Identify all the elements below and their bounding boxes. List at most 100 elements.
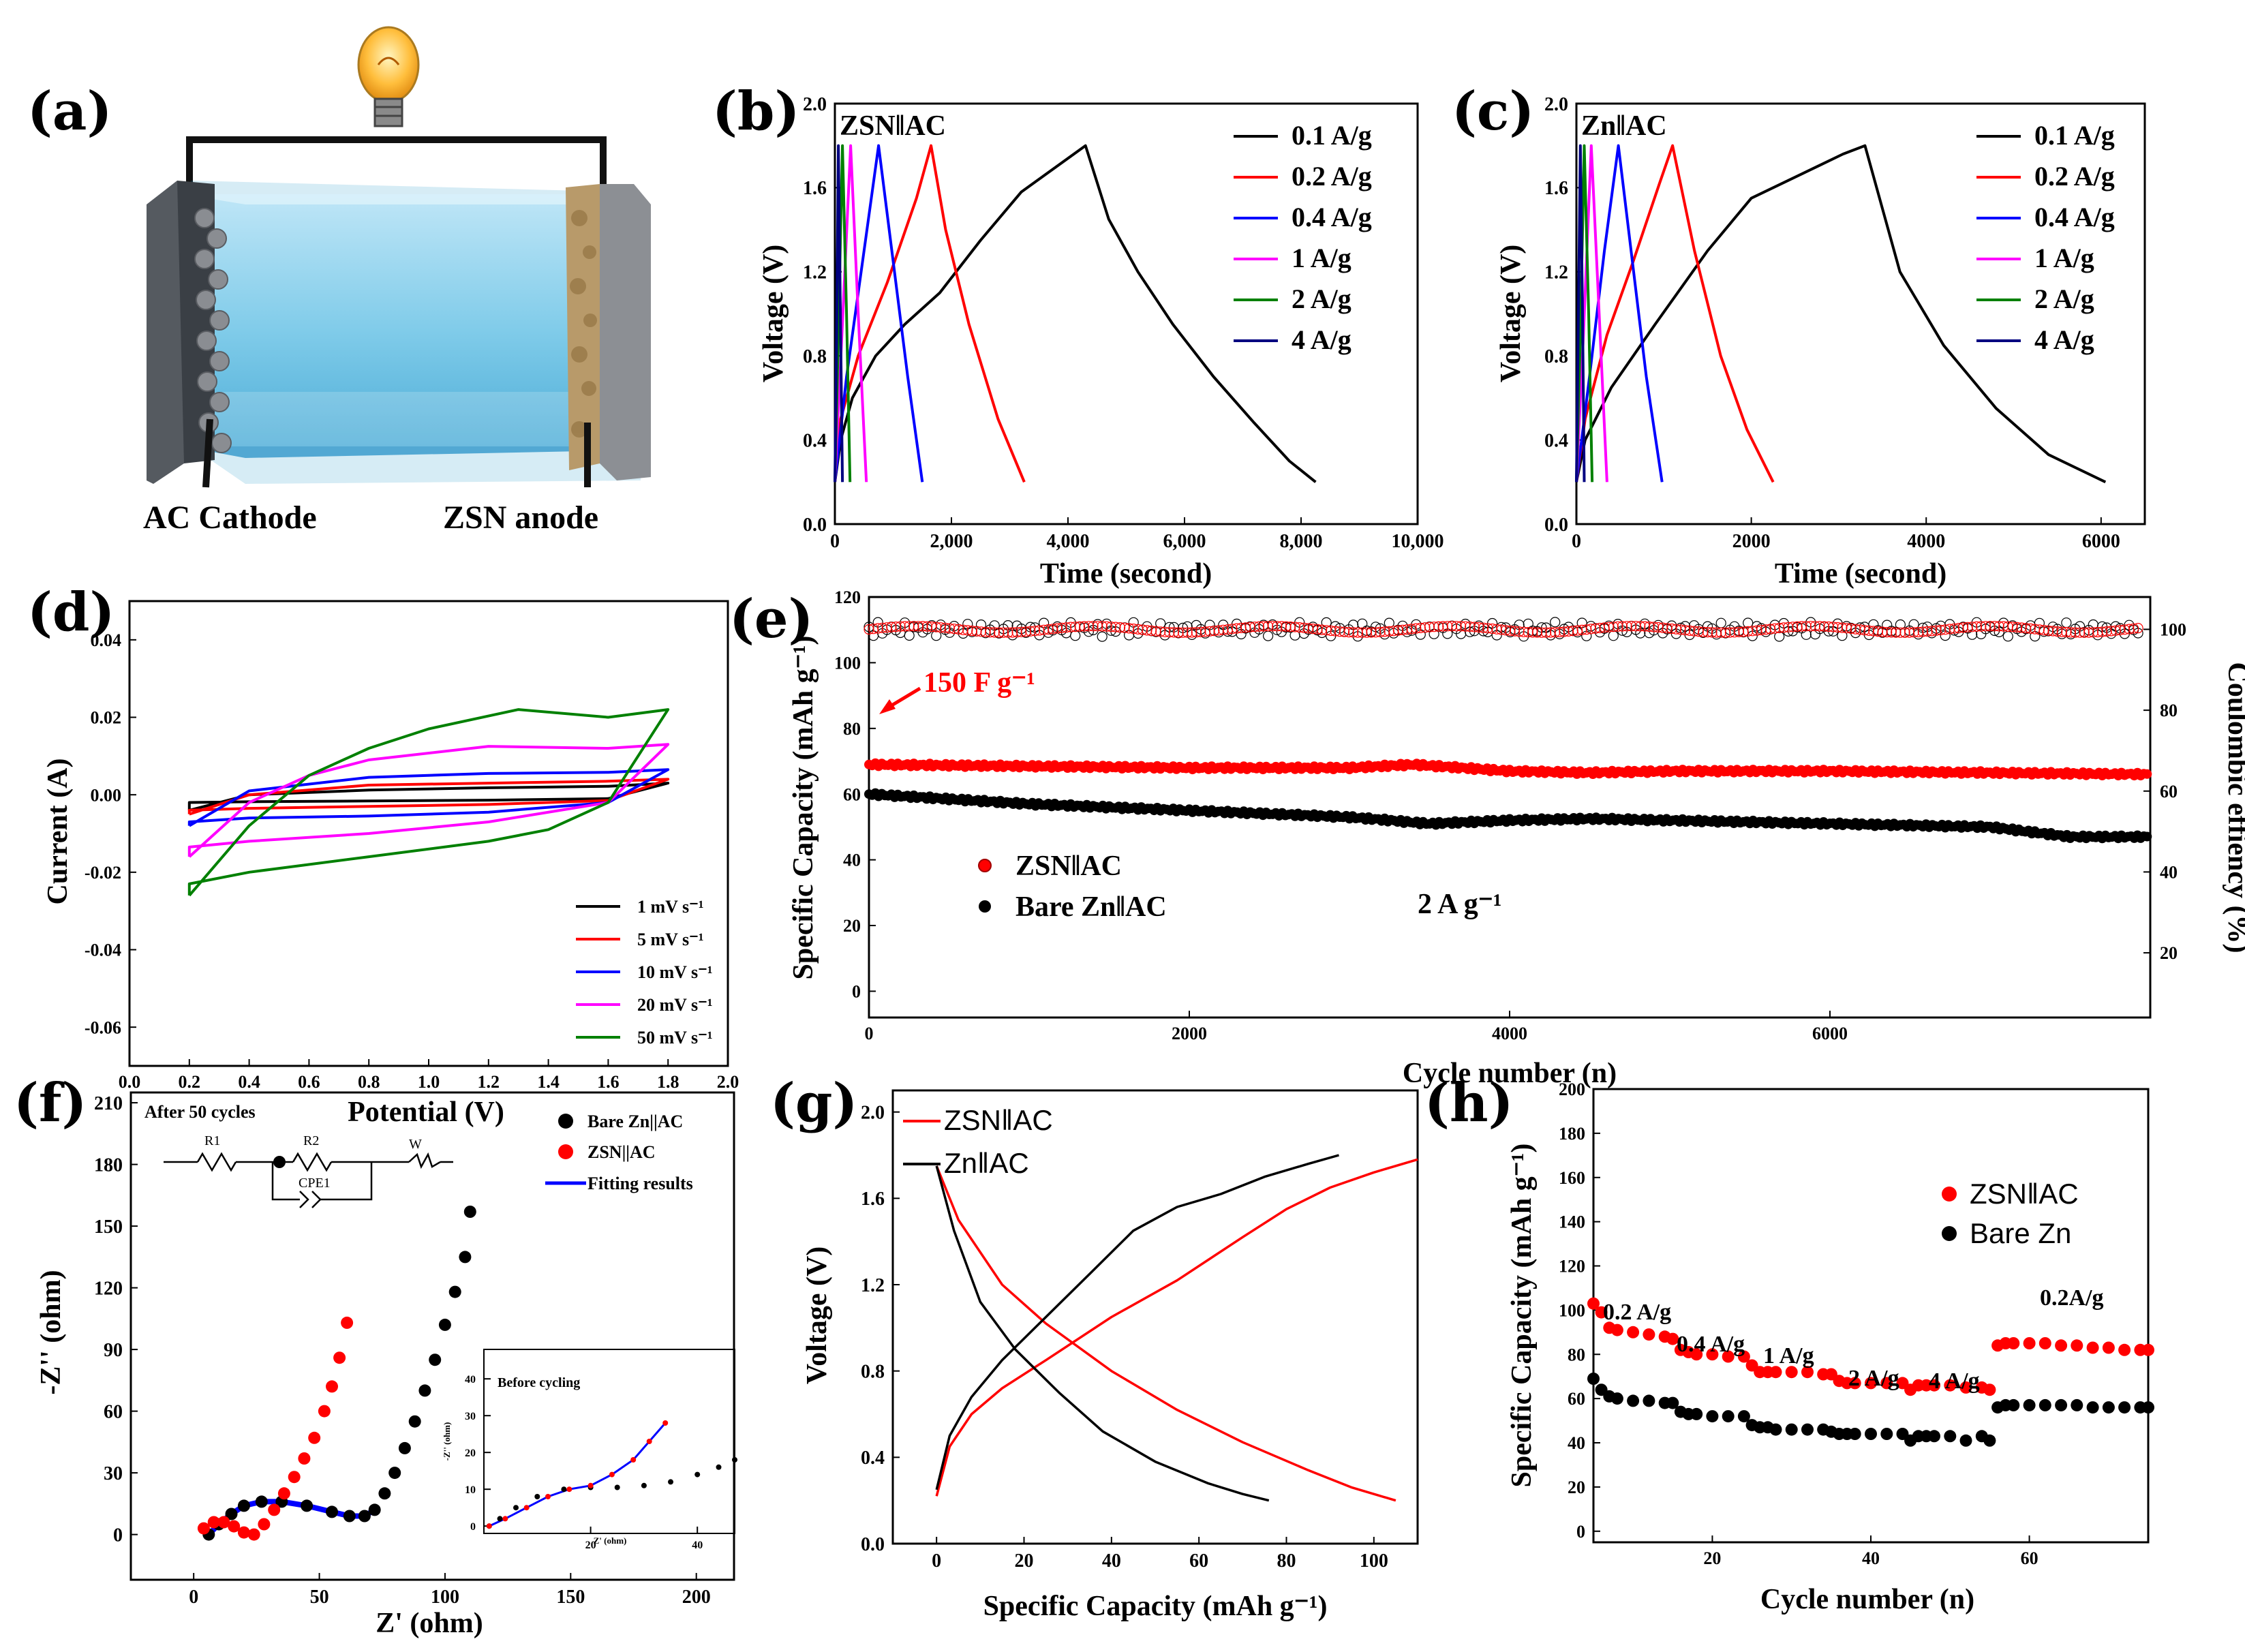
data-point xyxy=(418,1384,431,1397)
ce-point-zsn xyxy=(1016,626,1027,637)
ce-point-zsn xyxy=(1514,626,1525,637)
chart-d-xlabel: Potential (V) xyxy=(348,1097,504,1128)
y-tick-label: 0.0 xyxy=(1544,515,1568,536)
chart-h-legend-1: ZSN‖AC xyxy=(1970,1178,2079,1210)
y-tick-label: 90 xyxy=(104,1340,123,1361)
ce-point-zsn xyxy=(1478,622,1489,633)
ce-point-zsn xyxy=(1429,622,1439,632)
inset-fitting-line xyxy=(489,1422,667,1527)
ce-point-zsn xyxy=(1729,627,1740,638)
ce-point-zsn xyxy=(1814,621,1825,632)
ce-point-zsn xyxy=(1904,627,1915,638)
ce-point-zsn xyxy=(1281,621,1292,632)
data-point xyxy=(694,1471,701,1478)
ce-point-zsn xyxy=(1752,625,1762,636)
data-point xyxy=(2142,1343,2154,1356)
cathode-label: AC Cathode xyxy=(143,500,317,536)
ce-point-zsn xyxy=(1769,623,1780,634)
x-tick-label: 0 xyxy=(1572,531,1581,552)
panel-label-d: (d) xyxy=(27,581,114,643)
ce-point-zsn xyxy=(1841,623,1852,634)
x-tick-label: 2.0 xyxy=(717,1072,739,1092)
data-point xyxy=(614,1484,620,1490)
ce-point-zsn xyxy=(1707,627,1717,638)
ce-point-bare xyxy=(1801,629,1812,640)
data-point xyxy=(1785,1366,1798,1379)
data-point xyxy=(513,1505,519,1511)
ce-point-zsn xyxy=(1756,624,1767,636)
data-point xyxy=(1848,1377,1861,1390)
y-tick-label: 80 xyxy=(843,719,861,739)
ce-point-bare xyxy=(904,630,915,641)
data-point xyxy=(2023,1398,2036,1411)
chart-f-inset: 20 40 0 10 20 30 40 Before cycling Z' (ohm) -Z… xyxy=(442,1349,737,1551)
chart-f-legend-3: Fitting results xyxy=(587,1174,693,1193)
data-point xyxy=(641,1482,647,1488)
anode-label: ZSN anode xyxy=(443,500,598,536)
ce-point-zsn xyxy=(1613,621,1623,632)
ce-point-zsn xyxy=(971,626,982,637)
chart-h: 20 40 60 0 20 40 60 80 100 120 140 160 180 200 Cycle … xyxy=(1506,1080,2154,1615)
ce-point-zsn xyxy=(1352,627,1363,638)
ce-point-zsn xyxy=(1957,622,1969,633)
panel-label-e: (e) xyxy=(729,588,813,650)
chart-c-legend-4: 1 A/g xyxy=(2034,243,2094,273)
ce-point-zsn xyxy=(864,624,874,635)
ce-point-zsn xyxy=(1433,621,1444,632)
ce-point-zsn xyxy=(1326,625,1337,637)
x-tick-label: 0 xyxy=(830,531,840,552)
data-point xyxy=(1983,1434,1996,1447)
ac-cathode-plate xyxy=(147,181,232,484)
data-point xyxy=(326,1380,338,1393)
series-line xyxy=(1575,144,1775,483)
ce-point-bare xyxy=(1774,631,1785,642)
ce-point-zsn xyxy=(2110,625,2121,636)
x-tick-label: 2,000 xyxy=(930,531,973,552)
chart-f-xlabel: Z' (ohm) xyxy=(376,1608,483,1639)
data-point xyxy=(1610,1392,1623,1405)
y2-tick-label: 100 xyxy=(2160,620,2186,639)
data-point xyxy=(459,1251,472,1264)
ce-point-zsn xyxy=(1944,624,1955,634)
ce-point-zsn xyxy=(1415,622,1426,634)
data-point xyxy=(1627,1394,1640,1407)
ce-point-zsn xyxy=(1872,626,1884,637)
data-point xyxy=(1928,1379,1940,1392)
x-tick-label: 0.2 xyxy=(179,1072,201,1092)
ce-point-zsn xyxy=(1662,623,1673,634)
series-line xyxy=(1575,144,1594,483)
chart-d-legend-3: 10 mV s⁻¹ xyxy=(637,962,713,982)
series-line xyxy=(935,1158,1418,1497)
chart-f-inset-ylabel: -Z'' (ohm) xyxy=(442,1422,452,1461)
ce-point-zsn xyxy=(1088,621,1099,632)
y-tick-label: 0 xyxy=(852,982,861,1002)
chart-e-legend-1: ZSN‖AC xyxy=(1015,851,1122,882)
ce-point-zsn xyxy=(1608,622,1619,632)
ce-point-zsn xyxy=(1187,627,1197,638)
x-tick-label: 0 xyxy=(189,1587,198,1608)
chart-f-ylabel: -Z'' (ohm) xyxy=(35,1270,67,1394)
ce-point-zsn xyxy=(1886,627,1897,638)
ce-point-zsn xyxy=(1155,626,1166,637)
data-point xyxy=(2118,1401,2131,1414)
ce-point-zsn xyxy=(1680,625,1691,636)
ce-point-zsn xyxy=(1060,622,1072,633)
ce-point-bare xyxy=(1097,631,1108,642)
ce-point-zsn xyxy=(1689,626,1700,637)
ce-point-zsn xyxy=(904,621,915,632)
ce-point-zsn xyxy=(890,621,902,632)
ce-point-zsn xyxy=(1074,621,1085,632)
data-point xyxy=(2142,1401,2154,1414)
ce-point-zsn xyxy=(1312,624,1323,634)
resistor-r1-icon xyxy=(196,1152,237,1172)
y-tick-label: 120 xyxy=(834,587,861,607)
chart-b-legend: 0.1 A/g 0.2 A/g 0.4 A/g 1 A/g 2 A/g 4 A/… xyxy=(1234,120,1372,355)
ce-point-zsn xyxy=(2096,626,2108,637)
chart-d-ylabel: Current (A) xyxy=(42,758,74,904)
ce-point-zsn xyxy=(1926,626,1938,637)
ce-point-zsn xyxy=(2119,624,2130,635)
y-tick-label: 180 xyxy=(1559,1124,1585,1144)
y2-tick-label: 60 xyxy=(2160,782,2178,801)
ce-point-zsn xyxy=(1092,621,1103,632)
chart-g-legend-2: Zn‖AC xyxy=(944,1147,1029,1179)
